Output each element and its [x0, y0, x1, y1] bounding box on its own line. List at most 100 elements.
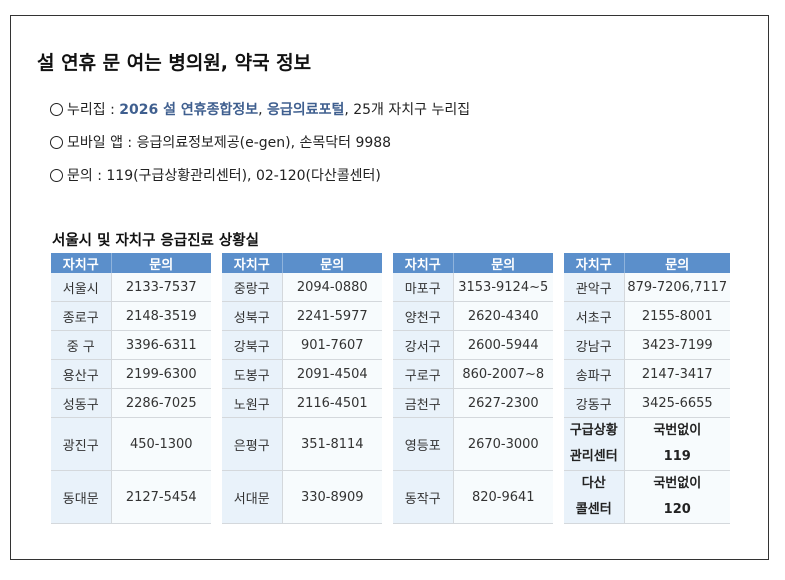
header-contact: 문의: [453, 253, 553, 273]
header-district: 자치구: [564, 253, 625, 273]
header-contact: 문의: [111, 253, 211, 273]
phone-number: 2600-5944: [453, 330, 553, 360]
district-name: 도봉구: [222, 359, 283, 389]
phone-number: 3153-9124~5: [453, 273, 553, 302]
content-frame: [10, 15, 769, 560]
district-name: 양천구: [393, 301, 454, 331]
district-name: 강북구: [222, 330, 283, 360]
district-name: 용산구: [51, 359, 112, 389]
phone-number: 2133-7537: [111, 273, 211, 302]
emergency-table-2: 자치구 문의 중랑구 2094-0880 성북구 2241-5977 강북구 901-7607…: [222, 253, 382, 524]
table-row: 양천구 2620-4340: [393, 301, 553, 331]
phone-number: 330-8909: [282, 470, 382, 524]
table-row: 노원구 2116-4501: [222, 388, 382, 418]
table-row: 강남구 3423-7199: [564, 330, 730, 360]
table-row: 영등포 2670-3000: [393, 417, 553, 471]
separator: ,: [258, 102, 268, 118]
phone-number: 820-9641: [453, 470, 553, 524]
district-name: 구로구: [393, 359, 454, 389]
phone-number: 3423-7199: [624, 330, 730, 360]
phone-number: 351-8114: [282, 417, 382, 471]
district-name: 성동구: [51, 388, 112, 418]
district-name: 영등포: [393, 417, 454, 471]
phone-number: 2286-7025: [111, 388, 211, 418]
table-row: 은평구 351-8114: [222, 417, 382, 471]
table-header: 자치구 문의: [564, 253, 730, 273]
district-name: 서초구: [564, 301, 625, 331]
header-contact: 문의: [624, 253, 730, 273]
phone-number: 2148-3519: [111, 301, 211, 331]
district-name: 종로구: [51, 301, 112, 331]
district-name: 중랑구: [222, 273, 283, 302]
table-row: 서초구 2155-8001: [564, 301, 730, 331]
mobile-app-text: 모바일 앱 : 응급의료정보제공(e-gen), 손목닥터 9988: [67, 135, 392, 151]
phone-number: 2199-6300: [111, 359, 211, 389]
district-name: 강남구: [564, 330, 625, 360]
center-number: 국번없이 119: [624, 417, 730, 471]
phone-number: 2091-4504: [282, 359, 382, 389]
district-name: 광진구: [51, 417, 112, 471]
table-row: 서대문 330-8909: [222, 470, 382, 524]
table-row: 관악구 879-7206,7117: [564, 273, 730, 302]
district-name: 노원구: [222, 388, 283, 418]
table-row: 구급상황 관리센터 국번없이 119: [564, 417, 730, 471]
phone-number: 3396-6311: [111, 330, 211, 360]
district-name: 동대문: [51, 470, 112, 524]
table-row: 강북구 901-7607: [222, 330, 382, 360]
table-row: 마포구 3153-9124~5: [393, 273, 553, 302]
phone-number: 2620-4340: [453, 301, 553, 331]
phone-number: 3425-6655: [624, 388, 730, 418]
center-number-value: 120: [663, 502, 691, 517]
district-name: 중 구: [51, 330, 112, 360]
center-name-line1: 다산: [581, 476, 606, 491]
phone-number: 2155-8001: [624, 301, 730, 331]
center-number-value: 119: [663, 449, 691, 464]
center-number-prefix: 국번없이: [653, 423, 702, 438]
phone-number: 2147-3417: [624, 359, 730, 389]
header-contact: 문의: [282, 253, 382, 273]
table-row: 금천구 2627-2300: [393, 388, 553, 418]
info-website: 누리집 : 2026 설 연휴종합정보, 응급의료포털, 25개 자치구 누리집: [50, 99, 470, 119]
table-row: 송파구 2147-3417: [564, 359, 730, 389]
table-header: 자치구 문의: [51, 253, 211, 273]
phone-number: 2116-4501: [282, 388, 382, 418]
phone-number: 2127-5454: [111, 470, 211, 524]
circle-bullet-icon: [50, 169, 63, 182]
table-row: 성북구 2241-5977: [222, 301, 382, 331]
emergency-table-1: 자치구 문의 서울시 2133-7537 종로구 2148-3519 중 구 3396-631…: [51, 253, 211, 524]
district-name: 송파구: [564, 359, 625, 389]
table-row: 서울시 2133-7537: [51, 273, 211, 302]
table-row: 강동구 3425-6655: [564, 388, 730, 418]
center-name-line1: 구급상황: [569, 423, 618, 438]
center-number-prefix: 국번없이: [653, 476, 702, 491]
circle-bullet-icon: [50, 136, 63, 149]
district-name: 마포구: [393, 273, 454, 302]
emergency-table-3: 자치구 문의 마포구 3153-9124~5 양천구 2620-4340 강서구 2600-5…: [393, 253, 553, 524]
contact-text: 문의 : 119(구급상황관리센터), 02-120(다산콜센터): [67, 168, 381, 184]
holiday-info-link[interactable]: 2026 설 연휴종합정보: [119, 102, 259, 118]
phone-number: 450-1300: [111, 417, 211, 471]
district-name: 서울시: [51, 273, 112, 302]
table-row: 성동구 2286-7025: [51, 388, 211, 418]
phone-number: 2670-3000: [453, 417, 553, 471]
phone-number: 879-7206,7117: [624, 273, 730, 302]
phone-number: 2241-5977: [282, 301, 382, 331]
header-district: 자치구: [51, 253, 112, 273]
table-row: 구로구 860-2007~8: [393, 359, 553, 389]
table-row: 동작구 820-9641: [393, 470, 553, 524]
table-row: 종로구 2148-3519: [51, 301, 211, 331]
district-name: 은평구: [222, 417, 283, 471]
center-name: 구급상황 관리센터: [564, 417, 625, 471]
center-name-line2: 콜센터: [575, 502, 612, 517]
emergency-portal-link[interactable]: 응급의료포털: [267, 102, 345, 118]
circle-bullet-icon: [50, 103, 63, 116]
section-title: 서울시 및 자치구 응급진료 상황실: [52, 233, 259, 249]
district-name: 성북구: [222, 301, 283, 331]
phone-number: 2094-0880: [282, 273, 382, 302]
phone-number: 860-2007~8: [453, 359, 553, 389]
table-row: 동대문 2127-5454: [51, 470, 211, 524]
info-contact: 문의 : 119(구급상황관리센터), 02-120(다산콜센터): [50, 165, 381, 185]
info-mobile-app: 모바일 앱 : 응급의료정보제공(e-gen), 손목닥터 9988: [50, 132, 391, 152]
